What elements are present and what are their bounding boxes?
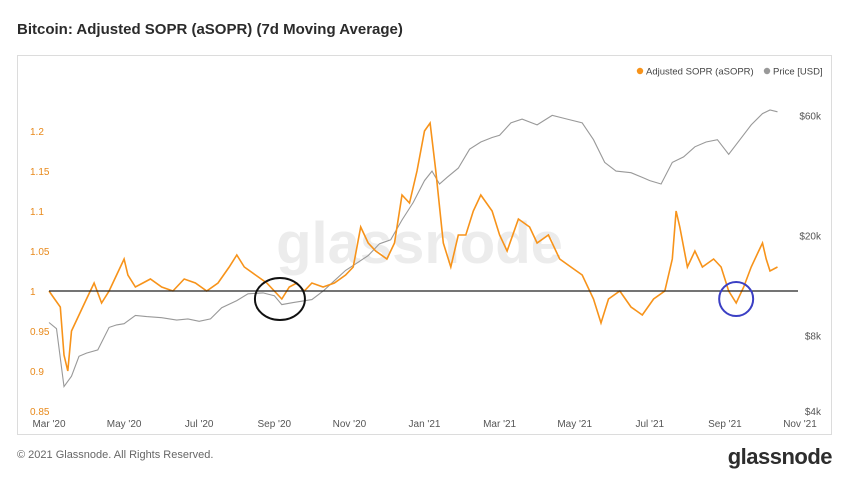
x-tick-label: Mar '21 [483,419,516,430]
legend-label-price: Price [USD] [773,67,823,78]
price-line [48,109,778,389]
x-tick-label: Jul '20 [185,419,214,430]
legend-swatch-price [763,67,771,75]
y-right-tick-label: $60k [799,111,822,122]
y-left-tick-label: 1 [30,287,36,298]
x-tick-label: May '21 [557,419,592,430]
annotation-circle-blue [718,281,755,317]
y-left-tick-label: 0.85 [30,407,50,418]
copyright-text: © 2021 Glassnode. All Rights Reserved. [17,449,214,461]
chart-svg: glassnode 1.2 1.15 1.1 1.05 1 0.95 0.9 0.85 $60k $… [30,67,823,431]
x-tick-label: May '20 [107,419,142,430]
x-tick-label: Nov '21 [783,419,817,430]
legend-swatch-sopr [636,67,644,75]
y-left-tick-label: 1.05 [30,247,50,258]
y-left-tick-label: 0.95 [30,327,50,338]
x-tick-label: Sep '20 [257,419,291,430]
y-left-tick-label: 1.15 [30,167,50,178]
chart-title: Bitcoin: Adjusted SOPR (aSOPR) (7d Movin… [17,21,403,38]
chart-panel: glassnode 1.2 1.15 1.1 1.05 1 0.95 0.9 0.85 $60k $… [17,55,832,435]
y-left-tick-label: 1.1 [30,207,44,218]
x-tick-label: Nov '20 [333,419,367,430]
y-left-tick-label: 1.2 [30,127,44,138]
x-tick-label: Jan '21 [409,419,441,430]
x-tick-label: Jul '21 [636,419,665,430]
watermark: glassnode [276,211,563,276]
annotation-circle-black [253,277,306,321]
y-right-tick-label: $20k [799,231,822,242]
y-right-tick-label: $8k [805,331,822,342]
sopr-line [48,120,778,372]
legend-label-sopr: Adjusted SOPR (aSOPR) [646,67,754,78]
x-tick-label: Sep '21 [708,419,742,430]
y-right-tick-label: $4k [805,407,822,418]
y-left-tick-label: 0.9 [30,367,44,378]
glassnode-logo[interactable]: glassnode [727,444,833,469]
x-tick-label: Mar '20 [32,419,65,430]
